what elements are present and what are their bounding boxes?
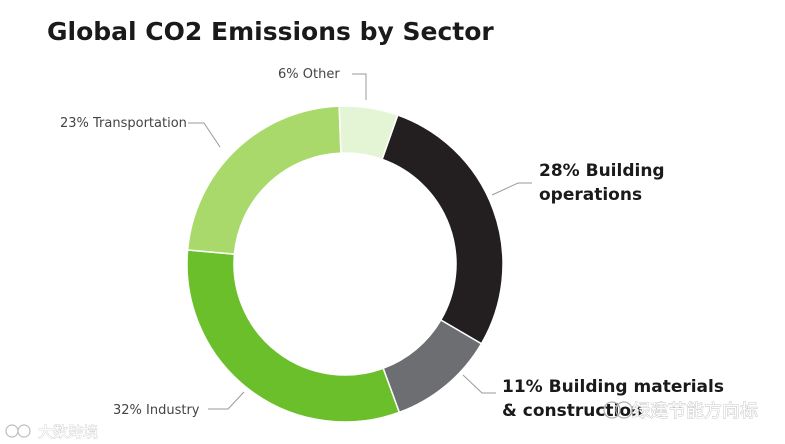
label-building-operations-line2: operations — [539, 185, 642, 205]
watermark-left-logo-icon — [5, 424, 31, 438]
donut-slice-32-industry — [186, 249, 401, 423]
watermark-left: 大数跨境 — [38, 423, 98, 441]
label-building-materials-line1: 11% Building materials — [502, 377, 724, 397]
label-industry: 32% Industry — [113, 403, 200, 418]
watermark-right: 绿建节能方向标 — [632, 401, 758, 422]
label-building-operations-line1: 28% Building — [539, 161, 665, 181]
donut-slices — [186, 105, 504, 423]
label-transportation: 23% Transportation — [60, 116, 187, 131]
chart-title: Global CO2 Emissions by Sector — [47, 17, 494, 46]
donut-slice-28-building-operations — [381, 114, 504, 345]
leader-building-operations — [491, 182, 532, 196]
label-other: 6% Other — [278, 67, 340, 82]
leader-building-materials — [462, 374, 496, 394]
leader-other — [352, 73, 367, 100]
donut-slice-6-other — [338, 105, 399, 161]
label-building-materials-line2: & construction — [502, 401, 643, 421]
watermark-right-logo-icon — [603, 401, 633, 419]
leader-transportation — [188, 122, 221, 148]
donut-slice-23-transportation — [186, 105, 342, 255]
leader-industry — [208, 391, 245, 410]
